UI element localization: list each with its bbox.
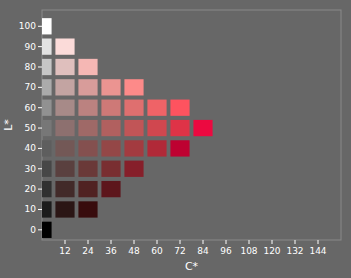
x-tick-label: 120 bbox=[263, 246, 280, 256]
patch bbox=[101, 120, 120, 136]
patch bbox=[78, 100, 97, 116]
patch bbox=[78, 79, 97, 95]
x-tick-label: 108 bbox=[240, 246, 257, 256]
patch bbox=[124, 79, 143, 95]
x-tick bbox=[295, 240, 296, 244]
y-tick bbox=[38, 148, 42, 149]
y-tick bbox=[38, 26, 42, 27]
y-tick-label: 30 bbox=[25, 164, 37, 174]
patch bbox=[42, 100, 52, 116]
patch bbox=[101, 79, 120, 95]
y-tick bbox=[38, 128, 42, 129]
y-tick bbox=[38, 209, 42, 210]
patch bbox=[124, 140, 143, 156]
plot-frame bbox=[42, 10, 341, 240]
y-tick bbox=[38, 87, 42, 88]
y-tick bbox=[38, 46, 42, 47]
y-tick-label: 20 bbox=[25, 184, 37, 194]
patch bbox=[78, 120, 97, 136]
y-tick bbox=[38, 107, 42, 108]
patch bbox=[42, 38, 52, 54]
patch bbox=[55, 201, 74, 217]
patch bbox=[42, 201, 52, 217]
patch bbox=[78, 140, 97, 156]
x-tick-label: 72 bbox=[174, 246, 185, 256]
chart: 12 24 36 48 60 72 84 96 108 120 132 144 0 10 20 30 40 50 6… bbox=[0, 0, 351, 278]
patch bbox=[55, 79, 74, 95]
patch bbox=[78, 161, 97, 177]
x-tick bbox=[88, 240, 89, 244]
patch bbox=[55, 181, 74, 197]
patch bbox=[55, 140, 74, 156]
patches bbox=[42, 18, 213, 238]
x-tick bbox=[134, 240, 135, 244]
x-tick bbox=[157, 240, 158, 244]
patch bbox=[55, 38, 74, 54]
x-tick-label: 12 bbox=[59, 246, 70, 256]
patch bbox=[124, 161, 143, 177]
y-tick bbox=[38, 168, 42, 169]
patch bbox=[42, 222, 52, 238]
x-tick bbox=[318, 240, 319, 244]
x-tick bbox=[203, 240, 204, 244]
patch bbox=[101, 181, 120, 197]
patch bbox=[101, 140, 120, 156]
patch bbox=[101, 161, 120, 177]
y-tick-label: 10 bbox=[25, 204, 37, 214]
patch bbox=[42, 161, 52, 177]
patch bbox=[55, 59, 74, 75]
x-tick-label: 84 bbox=[197, 246, 209, 256]
y-tick-label: 100 bbox=[19, 21, 36, 31]
patch bbox=[170, 100, 189, 116]
patch bbox=[101, 100, 120, 116]
y-tick-label: 0 bbox=[30, 225, 36, 235]
patch bbox=[42, 79, 52, 95]
x-tick-label: 24 bbox=[82, 246, 94, 256]
patch bbox=[193, 120, 212, 136]
patch bbox=[42, 18, 52, 34]
y-tick-label: 80 bbox=[25, 62, 37, 72]
x-tick-label: 36 bbox=[105, 246, 117, 256]
patch bbox=[42, 181, 52, 197]
x-axis-label: C* bbox=[185, 260, 199, 273]
x-tick-label: 48 bbox=[128, 246, 140, 256]
y-tick bbox=[38, 189, 42, 190]
x-tick-label: 60 bbox=[151, 246, 163, 256]
x-tick bbox=[272, 240, 273, 244]
y-tick-label: 60 bbox=[25, 103, 37, 113]
y-tick bbox=[38, 66, 42, 67]
patch bbox=[147, 100, 166, 116]
y-tick-label: 40 bbox=[25, 143, 37, 153]
y-tick-label: 50 bbox=[25, 123, 37, 133]
x-tick bbox=[111, 240, 112, 244]
patch bbox=[42, 140, 52, 156]
patch bbox=[55, 100, 74, 116]
patch bbox=[147, 140, 166, 156]
patch bbox=[147, 120, 166, 136]
patch bbox=[42, 59, 52, 75]
patch bbox=[78, 201, 97, 217]
patch bbox=[124, 120, 143, 136]
y-tick-label: 90 bbox=[25, 42, 37, 52]
patch bbox=[78, 59, 97, 75]
x-tick bbox=[180, 240, 181, 244]
x-tick-label: 144 bbox=[309, 246, 326, 256]
patch bbox=[170, 140, 189, 156]
y-axis-label: L* bbox=[2, 119, 15, 131]
y-tick bbox=[38, 229, 42, 230]
patch bbox=[55, 161, 74, 177]
x-tick-label: 132 bbox=[286, 246, 303, 256]
patch bbox=[170, 120, 189, 136]
patch bbox=[78, 181, 97, 197]
x-tick bbox=[226, 240, 227, 244]
x-tick bbox=[249, 240, 250, 244]
y-tick-label: 70 bbox=[25, 82, 37, 92]
patch bbox=[42, 120, 52, 136]
x-tick-label: 96 bbox=[220, 246, 232, 256]
patch bbox=[55, 120, 74, 136]
patch bbox=[124, 100, 143, 116]
x-tick bbox=[65, 240, 66, 244]
